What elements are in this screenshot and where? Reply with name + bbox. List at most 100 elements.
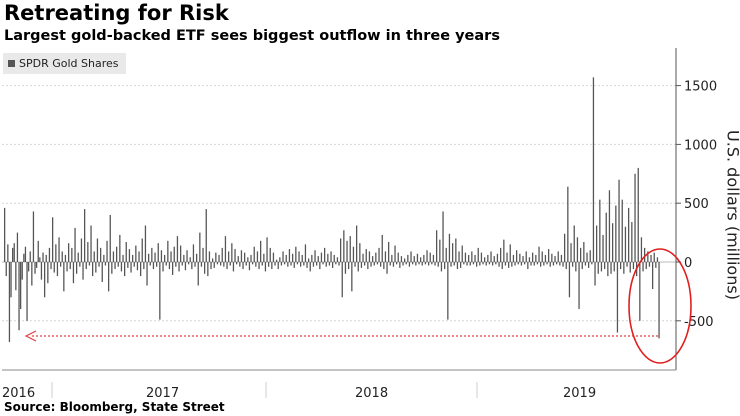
bar: [306, 262, 308, 268]
bar: [650, 254, 652, 262]
bar: [207, 262, 209, 277]
bar: [324, 247, 326, 262]
bar: [124, 262, 126, 277]
bar: [247, 257, 249, 262]
bar: [279, 257, 281, 262]
bar: [202, 247, 204, 262]
bar: [637, 167, 639, 262]
bar: [216, 262, 219, 265]
bar: [448, 233, 451, 262]
bar: [535, 254, 537, 262]
bar: [472, 262, 475, 265]
bar: [580, 247, 582, 262]
bar: [88, 262, 91, 266]
bar: [460, 262, 462, 268]
bar: [325, 262, 327, 267]
bar: [375, 252, 377, 262]
bar: [149, 262, 151, 266]
bar: [303, 262, 305, 266]
bar: [468, 254, 470, 262]
bar: [349, 236, 351, 262]
bar: [407, 254, 409, 262]
bar: [20, 262, 22, 310]
bar: [615, 205, 617, 262]
bar: [101, 262, 103, 282]
bar: [98, 262, 100, 267]
bar: [260, 240, 262, 262]
bar: [549, 262, 551, 267]
bar: [618, 179, 620, 262]
bar: [127, 262, 129, 268]
bar: [245, 262, 247, 266]
bar: [567, 186, 569, 262]
bar: [485, 262, 487, 266]
bar: [480, 252, 483, 262]
bar: [575, 262, 577, 272]
bar: [255, 262, 257, 267]
bar: [220, 262, 222, 266]
bar: [653, 252, 655, 262]
bar: [64, 254, 67, 262]
bar: [445, 247, 447, 262]
bar: [388, 242, 390, 262]
bar: [402, 262, 404, 266]
bar: [348, 262, 350, 270]
bar: [588, 262, 590, 268]
bar: [77, 252, 79, 262]
bar: [301, 254, 303, 262]
bar: [287, 262, 289, 267]
bar: [290, 262, 292, 266]
bar: [229, 262, 231, 266]
bar: [495, 262, 497, 265]
bar: [525, 251, 527, 262]
bar: [18, 262, 20, 331]
bar: [626, 262, 628, 267]
bar: [458, 251, 460, 262]
bar: [240, 250, 243, 262]
bar: [237, 256, 239, 262]
bar: [396, 262, 398, 265]
bar: [584, 262, 587, 266]
bar: [434, 262, 436, 266]
bar: [613, 262, 615, 272]
bar: [367, 262, 369, 270]
bar: [621, 199, 623, 262]
bar: [55, 244, 57, 262]
y-tick-label: 1500: [684, 80, 717, 95]
bar: [604, 262, 606, 270]
bar: [596, 225, 598, 262]
bar: [188, 262, 190, 265]
bar: [336, 257, 339, 262]
bar: [629, 262, 631, 273]
bar: [477, 247, 479, 262]
bar: [528, 257, 531, 262]
bar: [415, 262, 417, 266]
bar: [15, 262, 17, 291]
chart-subtitle: Largest gold-backed ETF sees biggest out…: [4, 28, 500, 44]
bar: [90, 225, 92, 262]
bar: [500, 247, 502, 262]
bar: [212, 258, 214, 262]
bar: [309, 262, 311, 272]
bar: [293, 262, 295, 268]
annotation-arrowhead: [24, 330, 37, 342]
bar: [272, 252, 275, 262]
bar: [263, 253, 265, 262]
bar: [631, 222, 633, 262]
bar: [312, 262, 315, 267]
bar: [119, 234, 121, 262]
bar: [165, 262, 167, 266]
bar: [360, 262, 363, 268]
y-tick-label: 0: [684, 256, 692, 271]
bar: [496, 253, 499, 262]
bar: [311, 254, 313, 262]
y-tick-label: 1000: [684, 138, 717, 153]
bar: [176, 236, 179, 262]
bar: [376, 262, 379, 265]
bar: [536, 262, 539, 265]
bar: [48, 247, 51, 262]
bar: [410, 251, 412, 262]
bar: [400, 256, 403, 262]
bar: [624, 226, 627, 262]
bar: [42, 252, 44, 262]
